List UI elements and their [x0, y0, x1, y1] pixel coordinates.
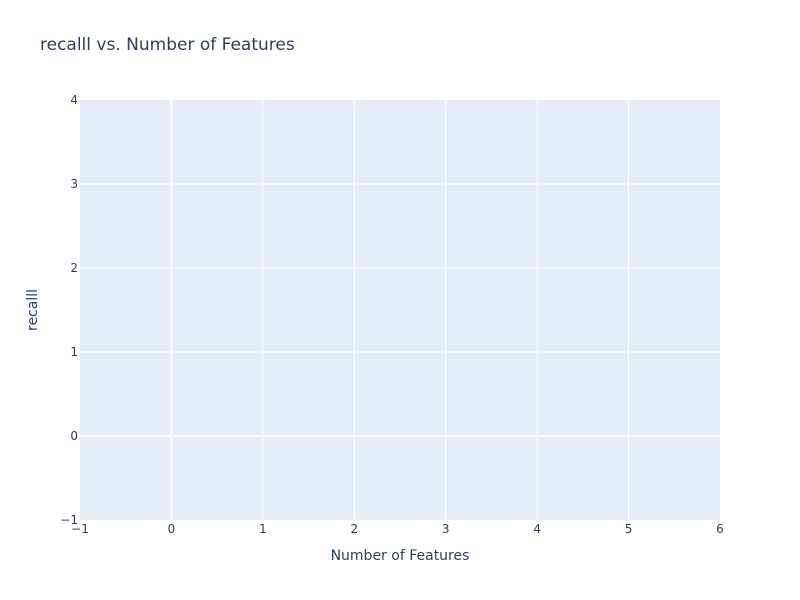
y-tick-label: 0: [70, 429, 78, 443]
x-tick-label: 0: [168, 522, 176, 536]
x-tick-label: 2: [350, 522, 358, 536]
x-tick-label: 3: [442, 522, 450, 536]
y-axis-title: recalll: [25, 289, 41, 331]
x-axis-title: Number of Features: [331, 548, 470, 564]
y-axis-ticks: −1 0 1 2 3 4: [60, 93, 78, 527]
x-tick-label: 4: [533, 522, 541, 536]
zero-lines: [80, 100, 720, 520]
grid-lines: [80, 100, 720, 520]
chart-title: recalll vs. Number of Features: [40, 35, 295, 55]
x-tick-label: −1: [71, 522, 89, 536]
x-tick-label: 6: [716, 522, 724, 536]
y-tick-label: 3: [70, 177, 78, 191]
x-tick-label: 5: [625, 522, 633, 536]
y-tick-label: 1: [70, 345, 78, 359]
y-tick-label: 4: [70, 93, 78, 107]
y-tick-label: −1: [60, 513, 78, 527]
x-tick-label: 1: [259, 522, 267, 536]
x-axis-ticks: −1 0 1 2 3 4 5 6: [71, 522, 724, 536]
plot-background: [80, 100, 720, 520]
y-tick-label: 2: [70, 261, 78, 275]
